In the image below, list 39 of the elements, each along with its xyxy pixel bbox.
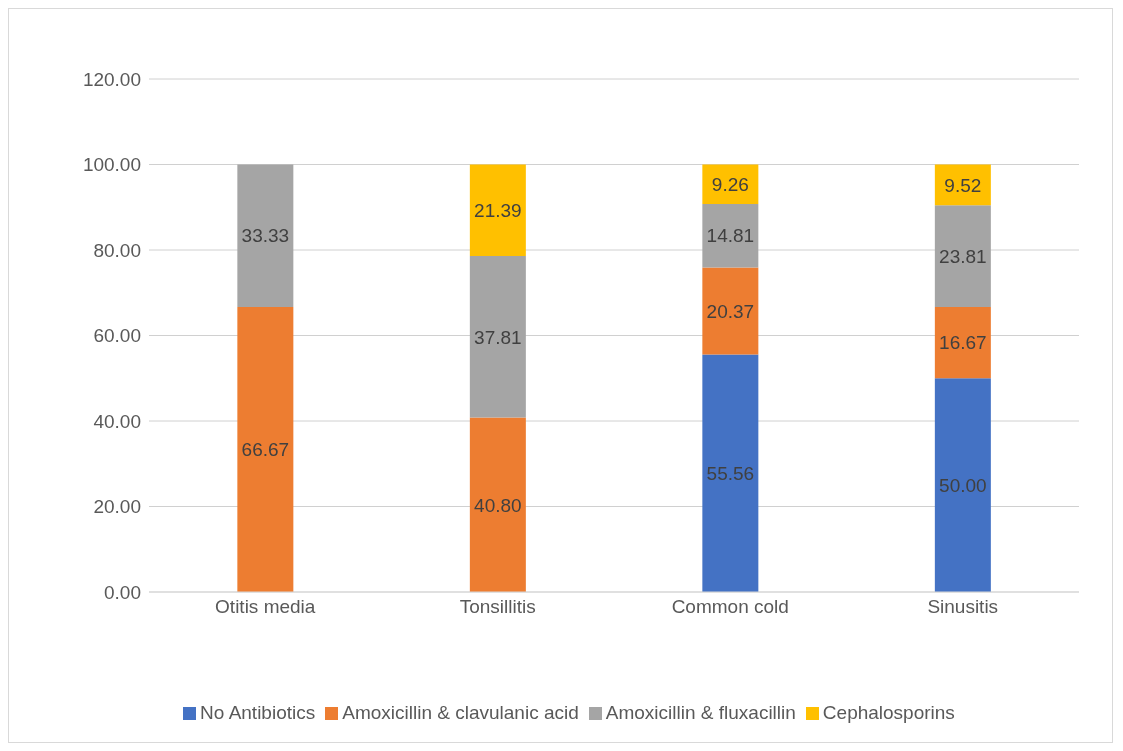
- y-tick-label: 100.00: [82, 154, 141, 176]
- legend-label: Amoxicillin & clavulanic acid: [342, 702, 579, 723]
- data-label: 21.39: [474, 199, 522, 221]
- bar: [934, 205, 991, 307]
- data-label: 23.81: [939, 245, 987, 267]
- data-label: 14.81: [706, 225, 755, 247]
- y-tick-label: 80.00: [93, 239, 141, 261]
- bar: [469, 255, 526, 418]
- bar: [702, 354, 759, 592]
- y-tick-label: 0.00: [104, 581, 141, 603]
- legend-label: No Antibiotics: [200, 702, 316, 723]
- x-tick-label: Tonsillitis: [459, 596, 536, 618]
- bar: [237, 306, 294, 592]
- legend-label: Cephalosporins: [822, 702, 955, 723]
- data-label: 66.67: [241, 439, 290, 461]
- data-label: 16.67: [939, 332, 987, 354]
- data-label: 9.26: [711, 174, 749, 196]
- data-label: 9.52: [944, 174, 982, 196]
- y-tick-label: 40.00: [93, 410, 141, 432]
- bar: [934, 378, 991, 592]
- bar: [702, 267, 759, 355]
- bar: [934, 306, 991, 379]
- data-label: 40.80: [474, 494, 522, 516]
- y-tick-label: 60.00: [93, 325, 141, 347]
- bar: [237, 164, 294, 307]
- x-tick-label: Sinusitis: [927, 596, 999, 618]
- legend-label: Amoxicillin & fluxacillin: [605, 702, 796, 723]
- bar: [469, 164, 526, 256]
- y-tick-label: 120.00: [82, 68, 141, 90]
- y-tick-label: 20.00: [93, 496, 141, 518]
- data-label: 20.37: [706, 300, 755, 322]
- bar: [702, 204, 759, 268]
- x-tick-label: Otitis media: [215, 596, 316, 618]
- data-label: 37.81: [474, 326, 522, 348]
- data-label: 55.56: [706, 462, 755, 484]
- data-label: 50.00: [939, 474, 987, 496]
- bar: [469, 417, 526, 592]
- x-tick-label: Common cold: [671, 596, 789, 618]
- data-label: 33.33: [241, 225, 290, 247]
